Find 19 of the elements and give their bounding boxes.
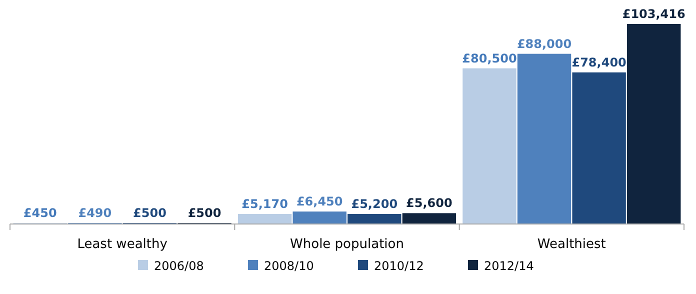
data-label: £6,450	[296, 194, 343, 209]
legend-label: 2012/14	[484, 259, 534, 273]
data-label: £5,200	[351, 196, 398, 211]
legend-label: 2006/08	[154, 259, 204, 273]
data-label: £88,000	[516, 36, 572, 51]
data-label: £5,170	[242, 197, 288, 211]
x-tick-label: Least wealthy	[77, 237, 168, 252]
data-label: £500	[133, 206, 166, 220]
data-label: £5,600	[406, 196, 452, 210]
data-label: £500	[188, 206, 222, 220]
legend-label: 2008/10	[264, 259, 314, 273]
data-label: £103,416	[622, 7, 686, 21]
data-label: £450	[23, 206, 57, 220]
x-tick-label: Whole population	[290, 237, 404, 252]
legend-label: 2010/12	[374, 259, 424, 273]
data-label: £80,500	[462, 51, 517, 66]
x-tick-label: Wealthiest	[537, 237, 606, 252]
data-label: £490	[78, 206, 112, 220]
data-label: £78,400	[572, 55, 626, 70]
